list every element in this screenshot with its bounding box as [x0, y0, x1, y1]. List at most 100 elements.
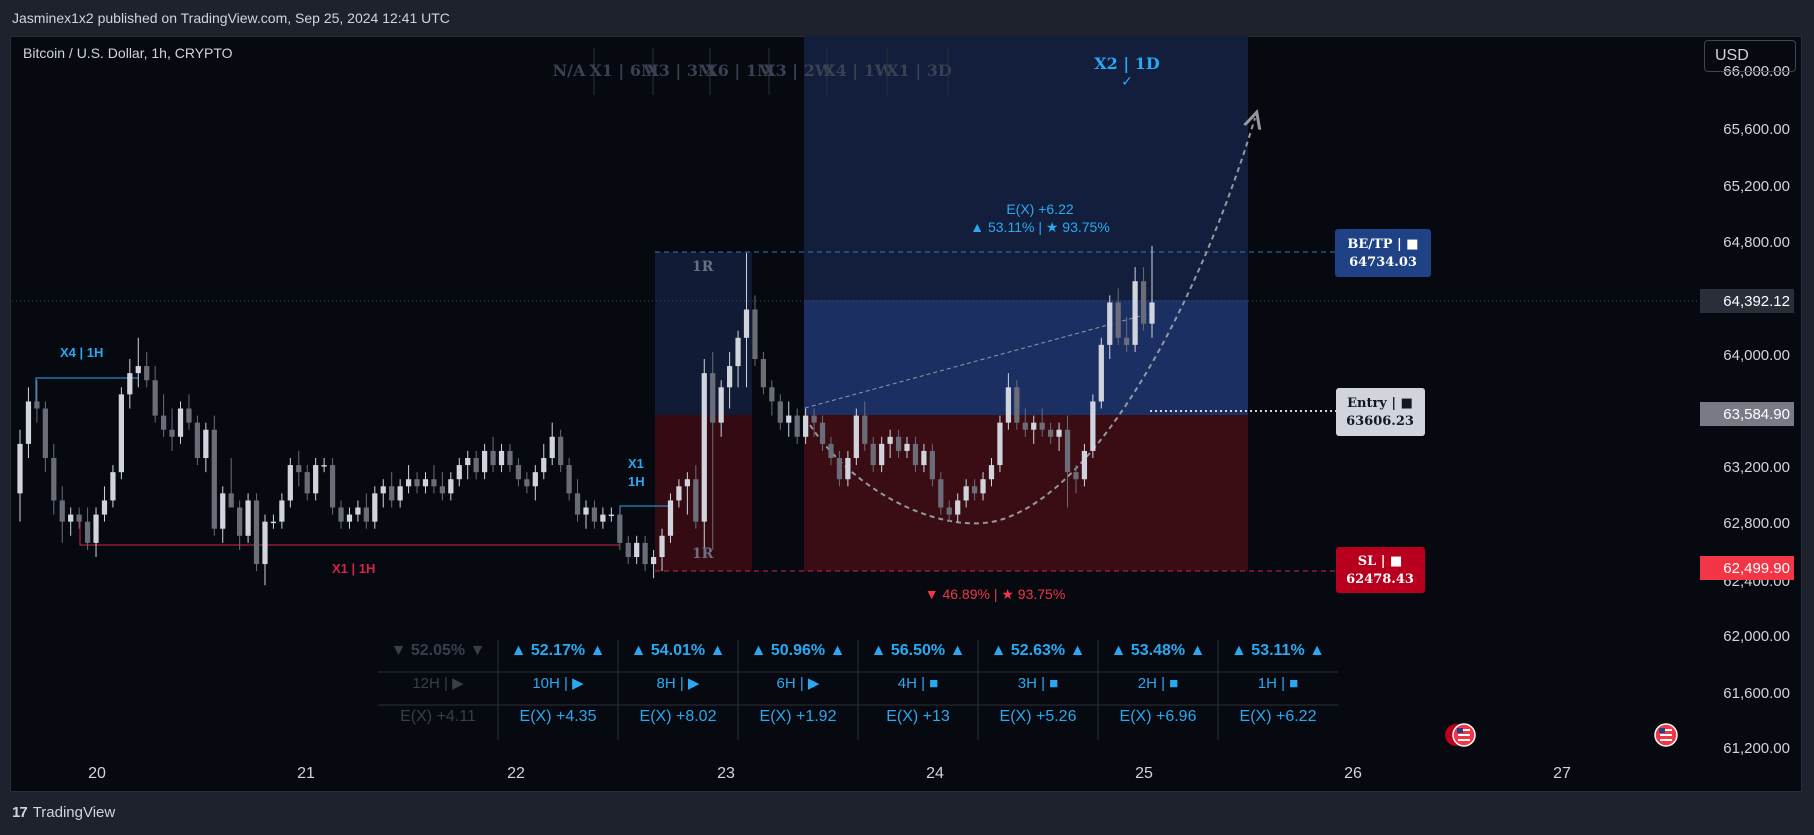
- tf-strip-item[interactable]: X3 | 3M: [646, 61, 715, 80]
- stats-cell-pct: ▲ 52.63% ▲: [991, 642, 1086, 659]
- price-partial-bottom: 61,200.00: [1723, 740, 1790, 757]
- candle-body: [34, 401, 40, 409]
- candle-body: [828, 443, 834, 459]
- tf-strip-item[interactable]: X6 | 1M: [705, 61, 774, 80]
- currency-button[interactable]: USD: [1704, 40, 1796, 72]
- candle-body: [17, 443, 23, 494]
- candle-body: [862, 415, 868, 444]
- stats-cell-tf: 2H | ■: [1138, 675, 1178, 692]
- expectation-top: E(X) +6.22: [1006, 201, 1074, 217]
- candle-body: [735, 337, 741, 367]
- sl-zone: [804, 415, 1248, 571]
- candle-body: [693, 479, 699, 522]
- candle-body: [304, 472, 310, 494]
- candle-body: [794, 415, 800, 437]
- candle-body: [245, 500, 251, 536]
- candle-body: [684, 479, 690, 487]
- candle-body: [1031, 422, 1037, 430]
- tf-strip-active-mark: ✓: [1121, 73, 1133, 89]
- candle-body: [1064, 429, 1071, 473]
- tradingview-brand[interactable]: 17 TradingView: [12, 804, 115, 821]
- candle-body: [760, 359, 767, 388]
- candle-body: [270, 521, 277, 524]
- time-tick: 26: [1344, 765, 1362, 782]
- candle-body: [803, 415, 809, 437]
- candle-body: [1115, 302, 1121, 338]
- candle-body: [448, 479, 454, 494]
- candle-body: [1073, 472, 1079, 480]
- candle-body: [752, 309, 758, 360]
- stats-bottom: ▼ 46.89% | ★ 93.75%: [925, 586, 1066, 602]
- us-flag-icon-2[interactable]: [1654, 723, 1678, 747]
- candle-body: [431, 479, 437, 487]
- tf-strip-item[interactable]: X4 | 1W: [823, 61, 894, 80]
- candle-body: [372, 493, 378, 522]
- candle-body: [1081, 450, 1088, 480]
- sl-price-badge: [1700, 556, 1794, 580]
- candle-body: [963, 486, 969, 501]
- candle-body: [532, 472, 538, 487]
- candle-body: [650, 557, 657, 565]
- projection-curve: [809, 118, 1255, 525]
- stats-cell-tf: 3H | ■: [1018, 675, 1058, 692]
- entry-label-title: Entry | ■: [1347, 396, 1413, 411]
- tf-strip-item[interactable]: X1 | 3D: [886, 61, 952, 80]
- candle-body: [659, 535, 665, 558]
- candle-body: [912, 443, 919, 466]
- price-axis: 66,000.00 65,600.00 65,200.00 64,800.00 …: [1700, 63, 1794, 757]
- candle-body: [507, 450, 513, 466]
- stats-cell-tf: 4H | ■: [898, 675, 938, 692]
- candle-body: [389, 486, 395, 501]
- candle-body: [634, 542, 640, 558]
- stats-cell-ex: E(X) +5.26: [1000, 708, 1077, 725]
- candle-body: [743, 309, 750, 338]
- entry-label[interactable]: Entry | ■ 63606.23: [1336, 388, 1425, 436]
- candle-body: [1022, 422, 1028, 430]
- time-tick: 22: [507, 765, 525, 782]
- candle-body: [904, 443, 910, 451]
- stats-cell-pct: ▼ 52.05% ▼: [391, 642, 486, 659]
- sl-label-value: 62478.43: [1346, 572, 1414, 587]
- entry-price-text: 63,584.90: [1723, 406, 1790, 423]
- time-tick: 27: [1553, 765, 1571, 782]
- candle-body: [203, 429, 209, 459]
- current-price-text: 64,392.12: [1723, 293, 1790, 310]
- candle-body: [591, 507, 598, 522]
- us-flag-icon[interactable]: [1445, 723, 1476, 747]
- candle-body: [237, 507, 243, 536]
- candle-body: [870, 443, 876, 466]
- price-tick-64000: 64,000.00: [1723, 347, 1790, 364]
- projection-straight: [804, 313, 1149, 409]
- candle-body: [59, 500, 65, 522]
- tf-strip-item[interactable]: X3 | 2W: [763, 61, 834, 80]
- candle-body: [980, 479, 986, 494]
- candle-body: [279, 500, 285, 522]
- candle-body: [363, 507, 369, 522]
- x1-1h-line: [79, 520, 620, 546]
- tf-strip-item[interactable]: N/A: [553, 61, 586, 80]
- sl-label[interactable]: SL | ■ 62478.43: [1336, 547, 1425, 593]
- price-tick-65600: 65,600.00: [1723, 121, 1790, 138]
- candle-body: [541, 458, 547, 473]
- candle-body: [194, 422, 201, 459]
- candle-body: [642, 542, 648, 565]
- tradingview-brand-text: TradingView: [32, 804, 116, 821]
- tf-strip-active[interactable]: X2 | 1D: [1094, 54, 1160, 73]
- candle-body: [566, 465, 572, 494]
- tf-strip-item[interactable]: X1 | 6M: [589, 61, 658, 80]
- candle-body: [574, 493, 581, 515]
- candle-body: [836, 458, 843, 480]
- candle-body: [76, 514, 82, 522]
- candle-body: [811, 415, 817, 423]
- time-tick: 21: [297, 765, 315, 782]
- candle-body: [228, 493, 234, 508]
- tp-label-title: BE/TP | ■: [1347, 237, 1418, 252]
- candle-body: [456, 465, 462, 480]
- tp-label[interactable]: BE/TP | ■ 64734.03: [1335, 229, 1431, 277]
- candle-body: [329, 465, 336, 508]
- candle-body: [845, 458, 851, 480]
- candle-body: [786, 415, 792, 423]
- current-price-badge: [1700, 289, 1794, 313]
